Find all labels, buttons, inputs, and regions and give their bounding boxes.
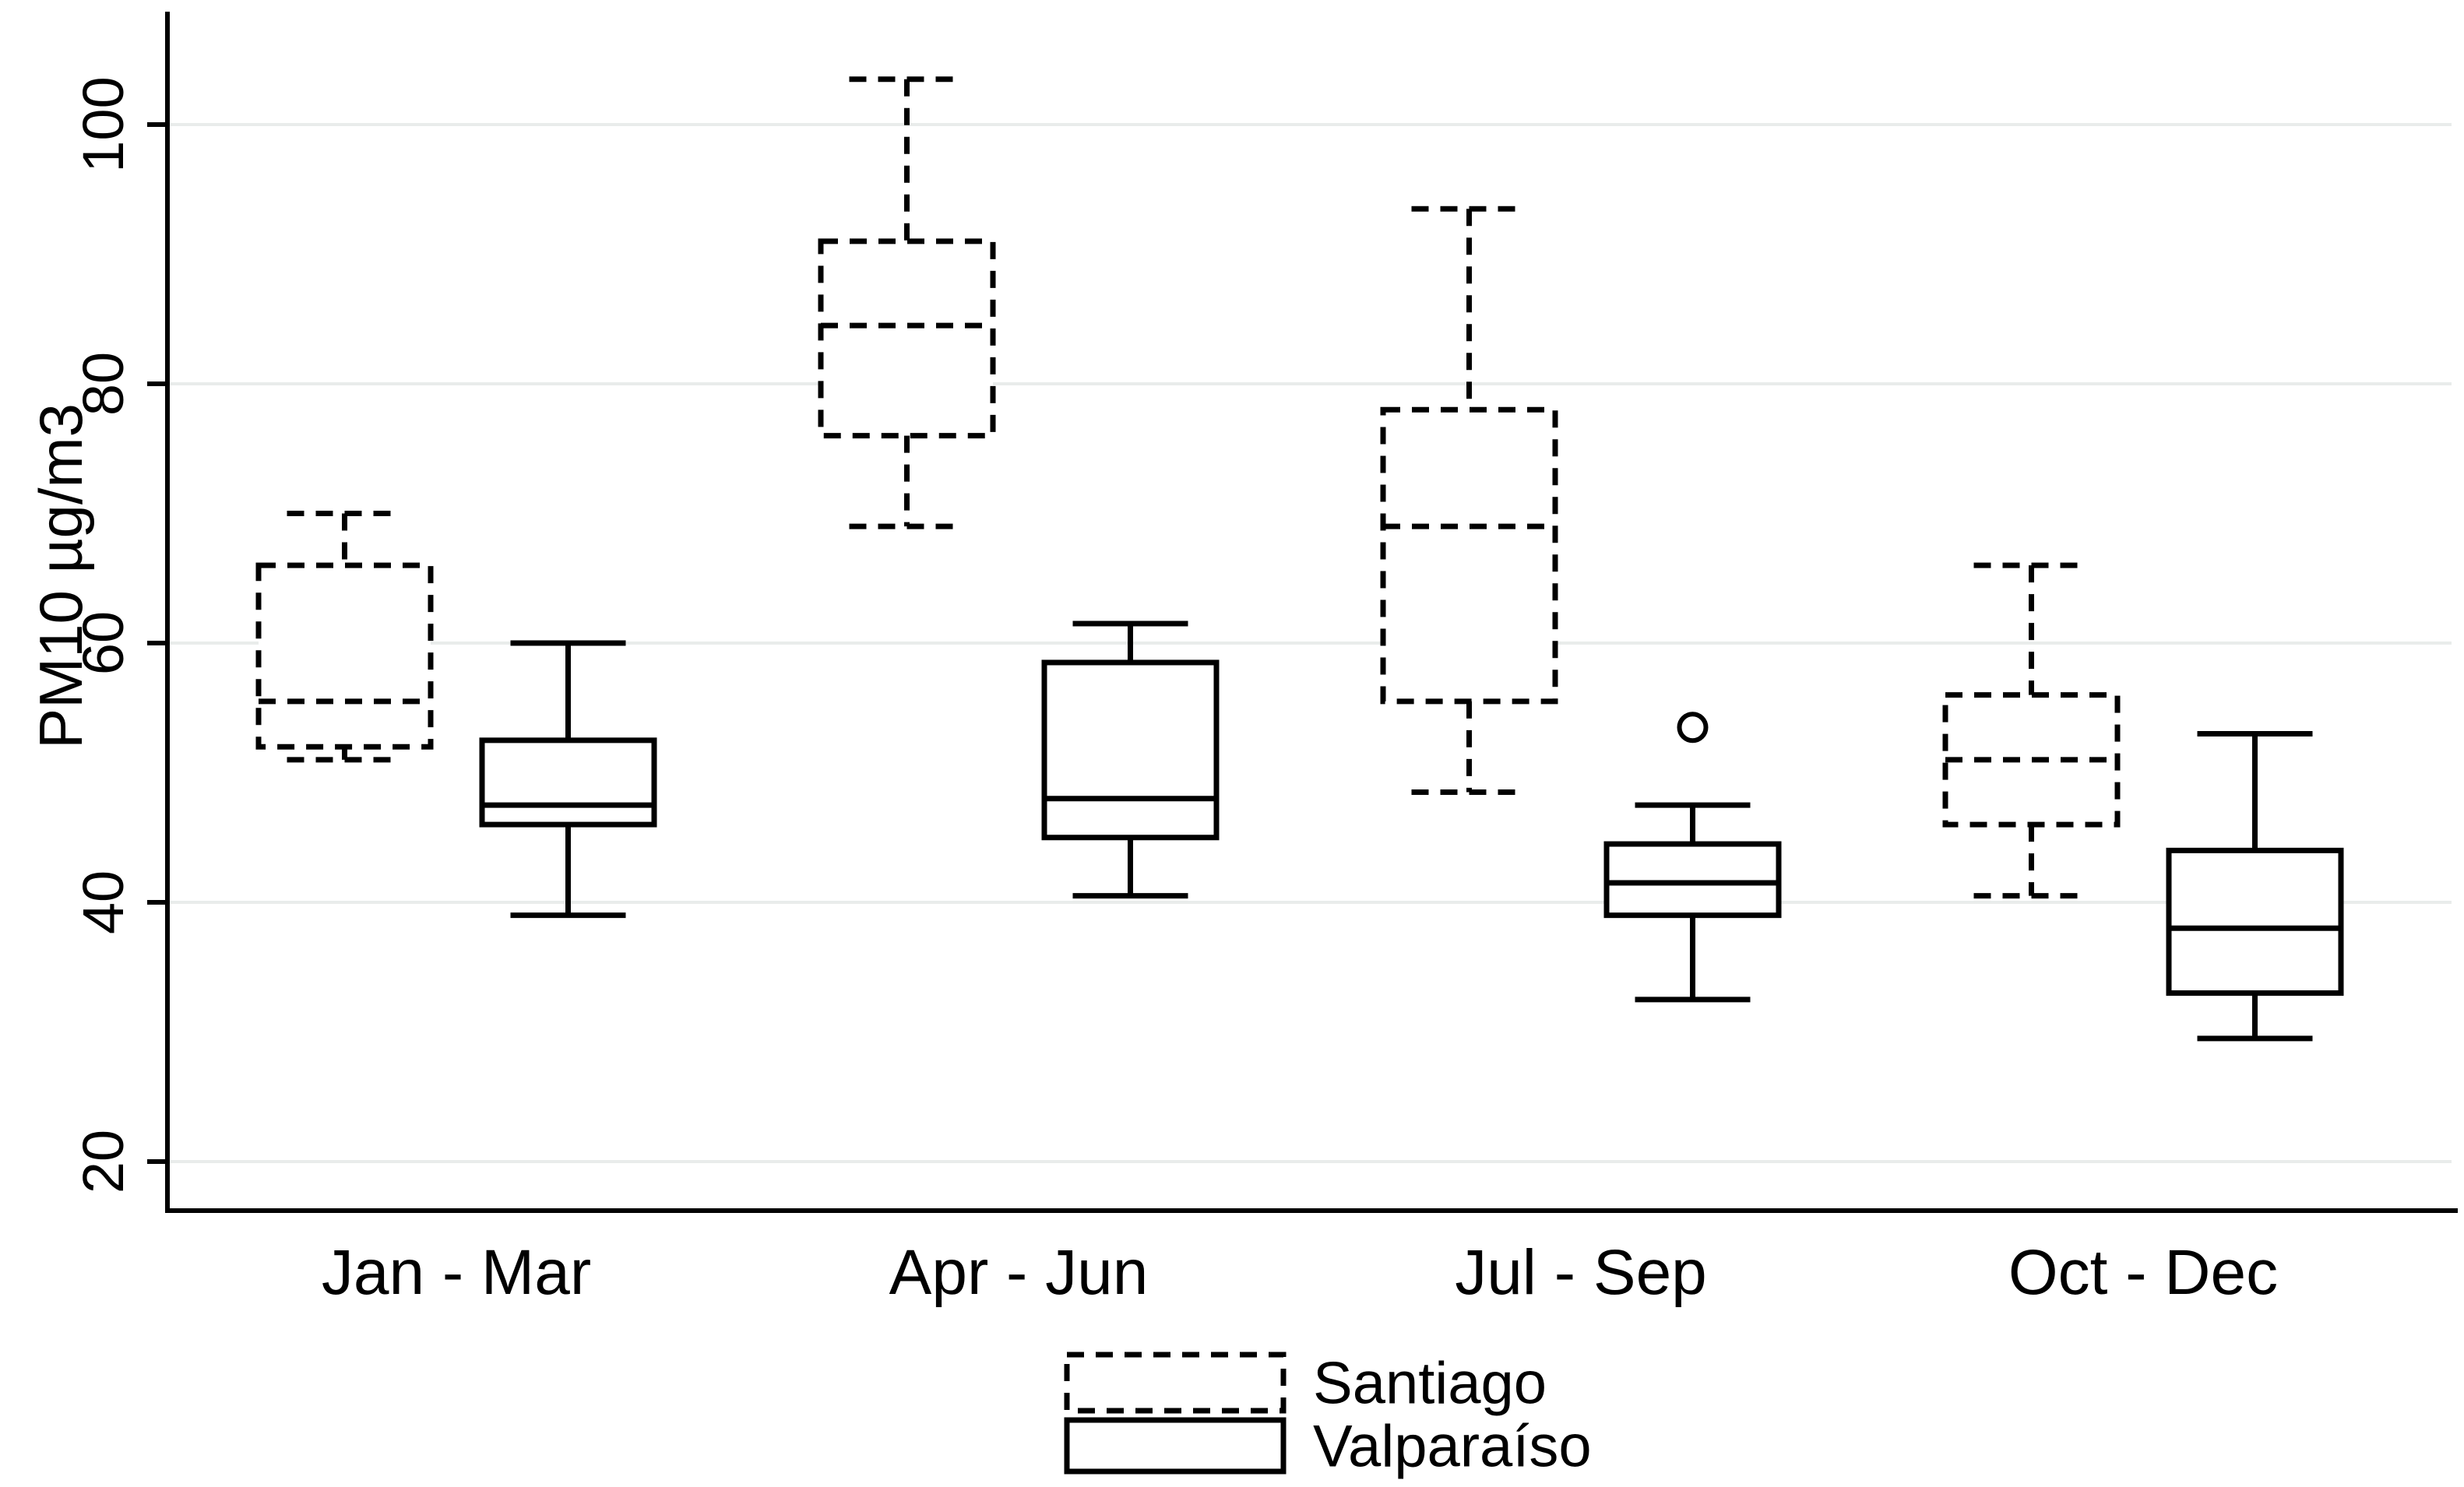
boxplot-santiago-jan-mar-box-rect bbox=[255, 562, 434, 750]
y-tick-label-100: 100 bbox=[71, 76, 136, 172]
boxplot-valparaiso-oct-dec bbox=[2166, 731, 2344, 1042]
y-tick-label-20: 20 bbox=[71, 1130, 136, 1193]
boxplot-santiago-apr-jun-box-rect bbox=[818, 238, 996, 439]
legend-label-santiago: Santiago bbox=[1313, 1351, 1547, 1417]
boxplot-valparaiso-oct-dec-box-rect bbox=[2166, 847, 2344, 997]
boxplot-valparaiso-jul-sep-outlier-0 bbox=[1677, 712, 1709, 744]
boxplot-valparaiso-jan-mar-box-rect bbox=[479, 737, 657, 828]
boxplot-santiago-oct-dec bbox=[1942, 562, 2121, 899]
y-tick-label-40: 40 bbox=[71, 870, 136, 934]
y-axis-title: PM10 µg/m3 bbox=[26, 403, 95, 749]
boxplot-santiago-jan-mar bbox=[255, 511, 434, 763]
x-label-oct-dec: Oct - Dec bbox=[2008, 1237, 2278, 1308]
x-label-jan-mar: Jan - Mar bbox=[322, 1237, 591, 1308]
boxplot-santiago-jul-sep bbox=[1380, 206, 1558, 795]
boxplot-valparaiso-jul-sep bbox=[1603, 712, 1782, 1003]
legend-swatch-valparaiso bbox=[1064, 1417, 1287, 1475]
legend-label-valparaiso: Valparaíso bbox=[1313, 1414, 1592, 1480]
y-tick-label-60: 60 bbox=[71, 611, 136, 675]
boxplot-valparaiso-jan-mar bbox=[479, 640, 657, 919]
boxplot-valparaiso-jul-sep-box-rect bbox=[1603, 841, 1782, 919]
boxplot-valparaiso-apr-jun bbox=[1041, 620, 1220, 899]
legend-swatch-santiago bbox=[1064, 1352, 1287, 1414]
x-label-apr-jun: Apr - Jun bbox=[889, 1237, 1149, 1308]
boxplot-santiago-jul-sep-box-rect bbox=[1380, 406, 1558, 705]
x-label-jul-sep: Jul - Sep bbox=[1455, 1237, 1707, 1308]
boxplot-valparaiso-apr-jun-box-rect bbox=[1041, 659, 1220, 841]
y-tick-label-80: 80 bbox=[71, 352, 136, 416]
boxplot-santiago-apr-jun bbox=[818, 76, 996, 529]
